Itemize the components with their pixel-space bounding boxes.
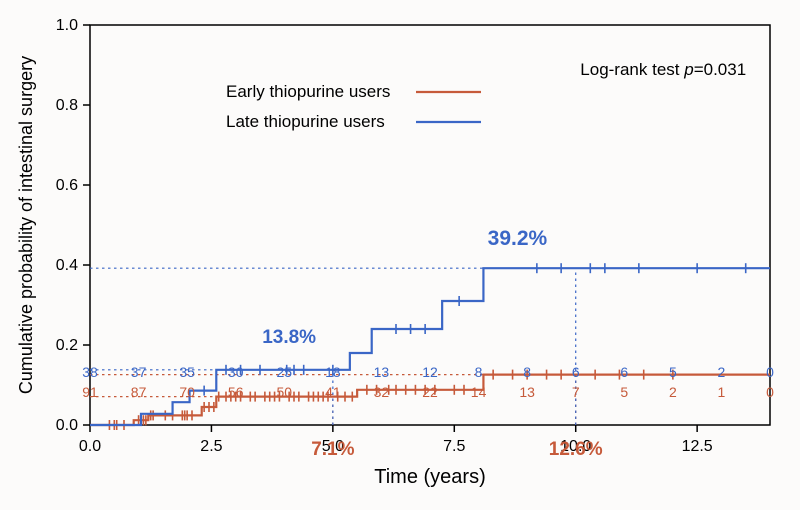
risk-count-late: 6 bbox=[620, 364, 628, 380]
risk-count-late: 13 bbox=[374, 364, 390, 380]
risk-count-early: 22 bbox=[422, 384, 438, 400]
risk-count-early: 56 bbox=[228, 384, 244, 400]
risk-count-early: 5 bbox=[620, 384, 628, 400]
x-tick-label: 12.5 bbox=[682, 438, 713, 455]
risk-count-late: 12 bbox=[422, 364, 438, 380]
risk-count-late: 2 bbox=[718, 364, 726, 380]
risk-count-late: 35 bbox=[179, 364, 195, 380]
percent-annotation: 13.8% bbox=[262, 327, 316, 348]
risk-count-late: 25 bbox=[276, 364, 292, 380]
y-tick-label: 0.4 bbox=[56, 257, 78, 274]
y-tick-label: 0.2 bbox=[56, 337, 78, 354]
risk-count-early: 2 bbox=[669, 384, 677, 400]
percent-annotation: 7.1% bbox=[311, 439, 354, 460]
risk-count-early: 1 bbox=[718, 384, 726, 400]
risk-count-late: 5 bbox=[669, 364, 677, 380]
risk-count-late: 8 bbox=[523, 364, 531, 380]
risk-count-early: 13 bbox=[519, 384, 535, 400]
risk-count-late: 8 bbox=[475, 364, 483, 380]
km-chart: 0.02.55.07.510.012.5Time (years)0.00.20.… bbox=[0, 0, 800, 510]
risk-count-early: 14 bbox=[471, 384, 487, 400]
y-tick-label: 0.6 bbox=[56, 177, 78, 194]
y-tick-label: 0.8 bbox=[56, 97, 78, 114]
risk-count-early: 41 bbox=[325, 384, 341, 400]
risk-count-early: 87 bbox=[131, 384, 147, 400]
risk-count-late: 0 bbox=[766, 364, 774, 380]
risk-count-early: 32 bbox=[374, 384, 390, 400]
risk-count-early: 91 bbox=[82, 384, 98, 400]
risk-count-early: 70 bbox=[179, 384, 195, 400]
x-tick-label: 2.5 bbox=[200, 438, 222, 455]
risk-count-late: 30 bbox=[228, 364, 244, 380]
risk-count-late: 18 bbox=[325, 364, 341, 380]
x-tick-label: 0.0 bbox=[79, 438, 101, 455]
x-axis-label: Time (years) bbox=[374, 466, 485, 488]
legend-label: Early thiopurine users bbox=[226, 82, 390, 101]
legend-label: Late thiopurine users bbox=[226, 112, 385, 131]
risk-count-early: 7 bbox=[572, 384, 580, 400]
percent-annotation: 12.6% bbox=[549, 439, 603, 460]
risk-count-late: 38 bbox=[82, 364, 98, 380]
risk-count-late: 6 bbox=[572, 364, 580, 380]
y-axis-label: Cumulative probability of intestinal sur… bbox=[16, 56, 36, 394]
risk-count-early: 0 bbox=[766, 384, 774, 400]
x-tick-label: 7.5 bbox=[443, 438, 465, 455]
y-tick-label: 0.0 bbox=[56, 417, 78, 434]
y-tick-label: 1.0 bbox=[56, 17, 78, 34]
logrank-text: Log-rank test p=0.031 bbox=[580, 60, 746, 79]
percent-annotation: 39.2% bbox=[488, 227, 548, 250]
risk-count-late: 37 bbox=[131, 364, 147, 380]
risk-count-early: 50 bbox=[276, 384, 292, 400]
